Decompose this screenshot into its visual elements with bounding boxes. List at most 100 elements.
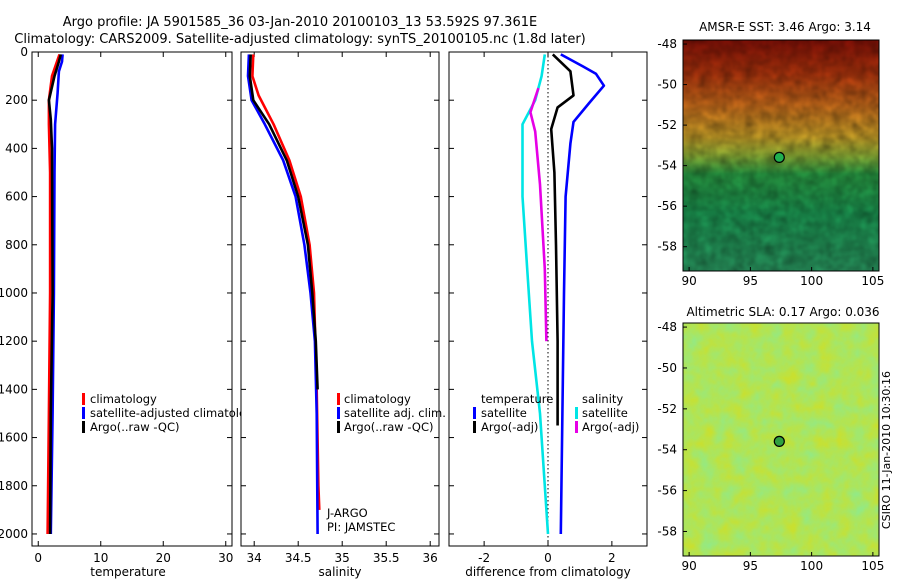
lat-tick-label: -52 (657, 118, 677, 132)
x-tick-label: 34.5 (285, 551, 312, 565)
argo-position-marker (773, 435, 785, 447)
temperature-panel: 0 200 400 600 800 1000 1200 1400 1600 1800 2000 0 1… (0, 45, 253, 579)
float-program-annotation: J-ARGO (326, 506, 368, 520)
profile-line-temperature-satellite (559, 53, 606, 535)
legend-swatch-sal-argo (575, 421, 578, 433)
legend-swatch-argo (337, 421, 340, 433)
lon-tick-label: 90 (681, 274, 696, 288)
depth-tick-label: 800 (5, 238, 28, 252)
salinity-panel: 34 34.5 35 35.5 36 salinity climatology sate… (240, 51, 446, 579)
legend-swatch-climatology (82, 393, 85, 405)
lat-tick-label: -54 (657, 159, 677, 173)
salinity-xlabel: salinity (318, 565, 361, 579)
temperature-x-axis: 0 10 20 30 (34, 52, 233, 565)
depth-tick-label: 1400 (0, 382, 28, 396)
depth-tick-label: 2000 (0, 527, 28, 541)
temperature-profiles (46, 53, 64, 535)
depth-tick-label: 1000 (0, 286, 28, 300)
profile-line-argo (248, 54, 319, 390)
lon-tick-label: 105 (861, 274, 884, 288)
sla-map-title: Altimetric SLA: 0.17 Argo: 0.036 (686, 305, 879, 319)
profile-line-satellite-adjusted (49, 54, 64, 535)
figure-title-line2: Climatology: CARS2009. Satellite-adjuste… (14, 32, 586, 47)
depth-tick-label: 0 (20, 45, 28, 59)
sst-map-axes: 90 95 100 105 -48 -50 -52 -54 -56 -58 (657, 37, 884, 288)
legend-label-sal-satellite: satellite (582, 406, 628, 420)
figure-title-line1: Argo profile: JA 5901585_36 03-Jan-2010 … (63, 15, 537, 30)
salinity-profiles (246, 54, 321, 535)
sst-map-title: AMSR-E SST: 3.46 Argo: 3.14 (699, 20, 871, 34)
lat-tick-label: -48 (657, 37, 677, 51)
float-pi-annotation: PI: JAMSTEC (327, 520, 395, 534)
lon-tick-label: 105 (861, 559, 884, 573)
x-tick-label: 10 (93, 551, 108, 565)
legend-label-argo: Argo(..raw -QC) (90, 420, 180, 434)
salinity-x-axis: 34 34.5 35 35.5 36 (241, 51, 439, 565)
temperature-legend: climatology satellite-adjusted climatolo… (82, 392, 253, 434)
depth-tick-label: 1200 (0, 334, 28, 348)
x-tick-label: 35.5 (373, 551, 400, 565)
difference-xlabel: difference from climatology (465, 565, 631, 579)
legend-title-temperature: temperature (481, 392, 553, 406)
lat-tick-label: -54 (657, 443, 677, 457)
legend-label-satellite: satellite adj. clim. (344, 406, 446, 420)
difference-panel: -2 0 2 difference from climatology tempera… (448, 51, 648, 579)
legend-label-temp-satellite: satellite (481, 406, 527, 420)
lat-tick-label: -50 (657, 361, 677, 375)
legend-swatch-argo (82, 421, 85, 433)
depth-tick-label: 1800 (0, 479, 28, 493)
legend-swatch-temp-argo (473, 421, 476, 433)
lon-tick-label: 100 (800, 559, 823, 573)
depth-tick-label: 600 (5, 190, 28, 204)
legend-swatch-satellite (337, 407, 340, 419)
profile-line-salinity-argo-adj- (529, 87, 548, 342)
lon-tick-label: 90 (681, 559, 696, 573)
sla-map-frame (682, 322, 880, 557)
x-tick-label: -2 (478, 551, 490, 565)
legend-label-temp-argo: Argo(-adj) (481, 420, 538, 434)
depth-axis: 0 200 400 600 800 1000 1200 1400 1600 1800 2000 (0, 45, 232, 541)
lat-tick-label: -50 (657, 78, 677, 92)
difference-axes-frame (448, 51, 648, 547)
profile-line-climatology (46, 53, 61, 535)
sla-map-panel: Altimetric SLA: 0.17 Argo: 0.036 90 95 100… (657, 305, 884, 573)
legend-label-argo: Argo(..raw -QC) (344, 420, 434, 434)
x-tick-label: 2 (608, 551, 616, 565)
lat-tick-label: -58 (657, 524, 677, 538)
lat-tick-label: -56 (657, 484, 677, 498)
depth-tick-label: 200 (5, 93, 28, 107)
x-tick-label: 0 (544, 551, 552, 565)
profile-line-temperature-argo-adj- (549, 53, 575, 426)
lat-tick-label: -56 (657, 199, 677, 213)
depth-tick-label: 400 (5, 141, 28, 155)
lon-tick-label: 95 (743, 559, 758, 573)
legend-swatch-satellite (82, 407, 85, 419)
legend-label-climatology: climatology (90, 392, 157, 406)
temperature-xlabel: temperature (90, 565, 165, 579)
sst-map-frame (682, 39, 880, 272)
difference-profiles (521, 53, 606, 535)
legend-label-satellite: satellite-adjusted climatolog (90, 406, 253, 420)
lon-tick-label: 100 (800, 274, 823, 288)
x-tick-label: 0 (34, 551, 42, 565)
legend-swatch-temp-satellite (473, 407, 476, 419)
sla-map-axes: 90 95 100 105 -48 -50 -52 -54 -56 -58 (657, 320, 884, 573)
temperature-axes-frame (31, 51, 233, 547)
legend-label-sal-argo: Argo(-adj) (582, 420, 639, 434)
credit-timestamp: CSIRO 11-Jan-2010 10:30:16 (880, 371, 893, 529)
legend-label-climatology: climatology (344, 392, 411, 406)
lat-tick-label: -58 (657, 240, 677, 254)
legend-title-salinity: salinity (582, 392, 623, 406)
difference-legend: temperature satellite Argo(-adj) salinit… (473, 392, 639, 434)
legend-swatch-climatology (337, 393, 340, 405)
x-tick-label: 20 (156, 551, 171, 565)
profile-line-argo (47, 54, 63, 535)
salinity-legend: climatology satellite adj. clim. Argo(..… (337, 392, 446, 434)
sst-map-panel: AMSR-E SST: 3.46 Argo: 3.14 90 95 100 105 -4… (657, 20, 884, 288)
x-tick-label: 35 (335, 551, 350, 565)
depth-tick-label: 1600 (0, 431, 28, 445)
x-tick-label: 30 (218, 551, 233, 565)
lat-tick-label: -52 (657, 402, 677, 416)
x-tick-label: 36 (423, 551, 438, 565)
